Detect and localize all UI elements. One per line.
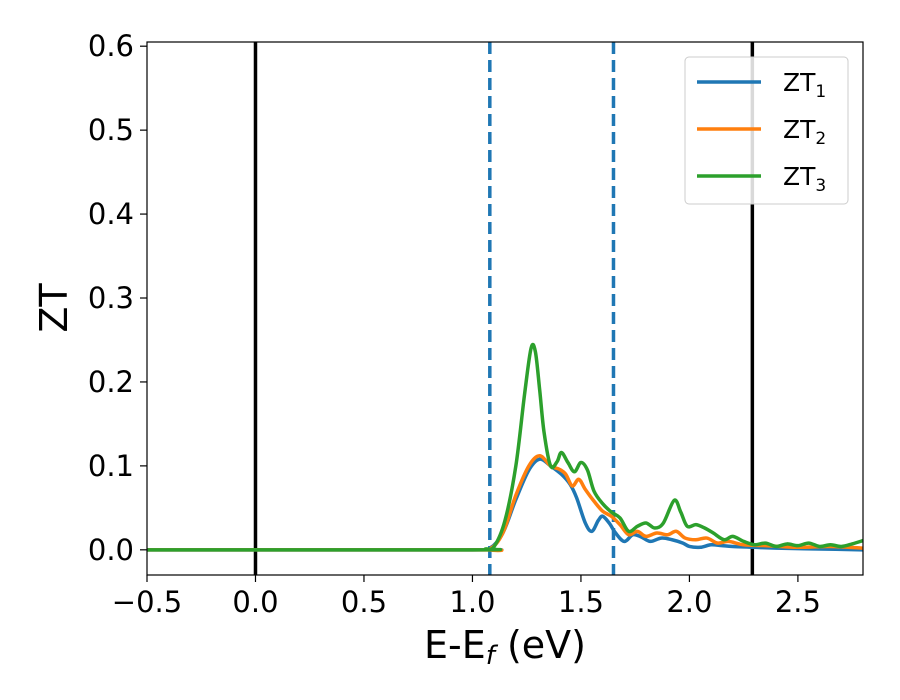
x-axis-label: E-Ef (eV) [424,623,586,671]
x-tick-label: 1.5 [558,585,604,619]
plot-frame [146,41,864,576]
series-line-zt3 [147,342,863,552]
y-tick-label: 0.0 [88,533,134,567]
y-tick-label: 0.2 [88,365,134,399]
legend-box [684,56,849,205]
series-lines [147,342,863,553]
y-tick-label: 0.6 [88,29,134,63]
y-tick-label: 0.4 [88,197,134,231]
y-axis-ticks: 0.0 0.1 0.2 0.3 0.4 0.5 0.6 [88,29,147,567]
legend-label-zt1: ZT1 [783,68,826,102]
vertical-reference-lines [253,42,755,575]
y-tick-label: 0.3 [88,281,134,315]
legend-label-zt3: ZT3 [783,162,826,196]
x-tick-label: −0.5 [112,585,182,619]
y-tick-label: 0.5 [88,113,134,147]
y-tick-label: 0.1 [88,449,134,483]
x-axis-ticks: −0.5 0.0 0.5 1.0 1.5 2.0 2.5 [112,575,821,619]
legend-label-zt2: ZT2 [783,115,826,149]
x-tick-label: 1.0 [449,585,495,619]
legend: ZT1 ZT2 ZT3 [684,56,849,205]
x-tick-label: 2.5 [775,585,821,619]
x-tick-label: 0.0 [232,585,278,619]
x-tick-label: 2.0 [666,585,712,619]
series-line-zt2 [147,454,863,553]
y-axis-label: ZT [32,283,76,333]
x-tick-label: 0.5 [341,585,387,619]
